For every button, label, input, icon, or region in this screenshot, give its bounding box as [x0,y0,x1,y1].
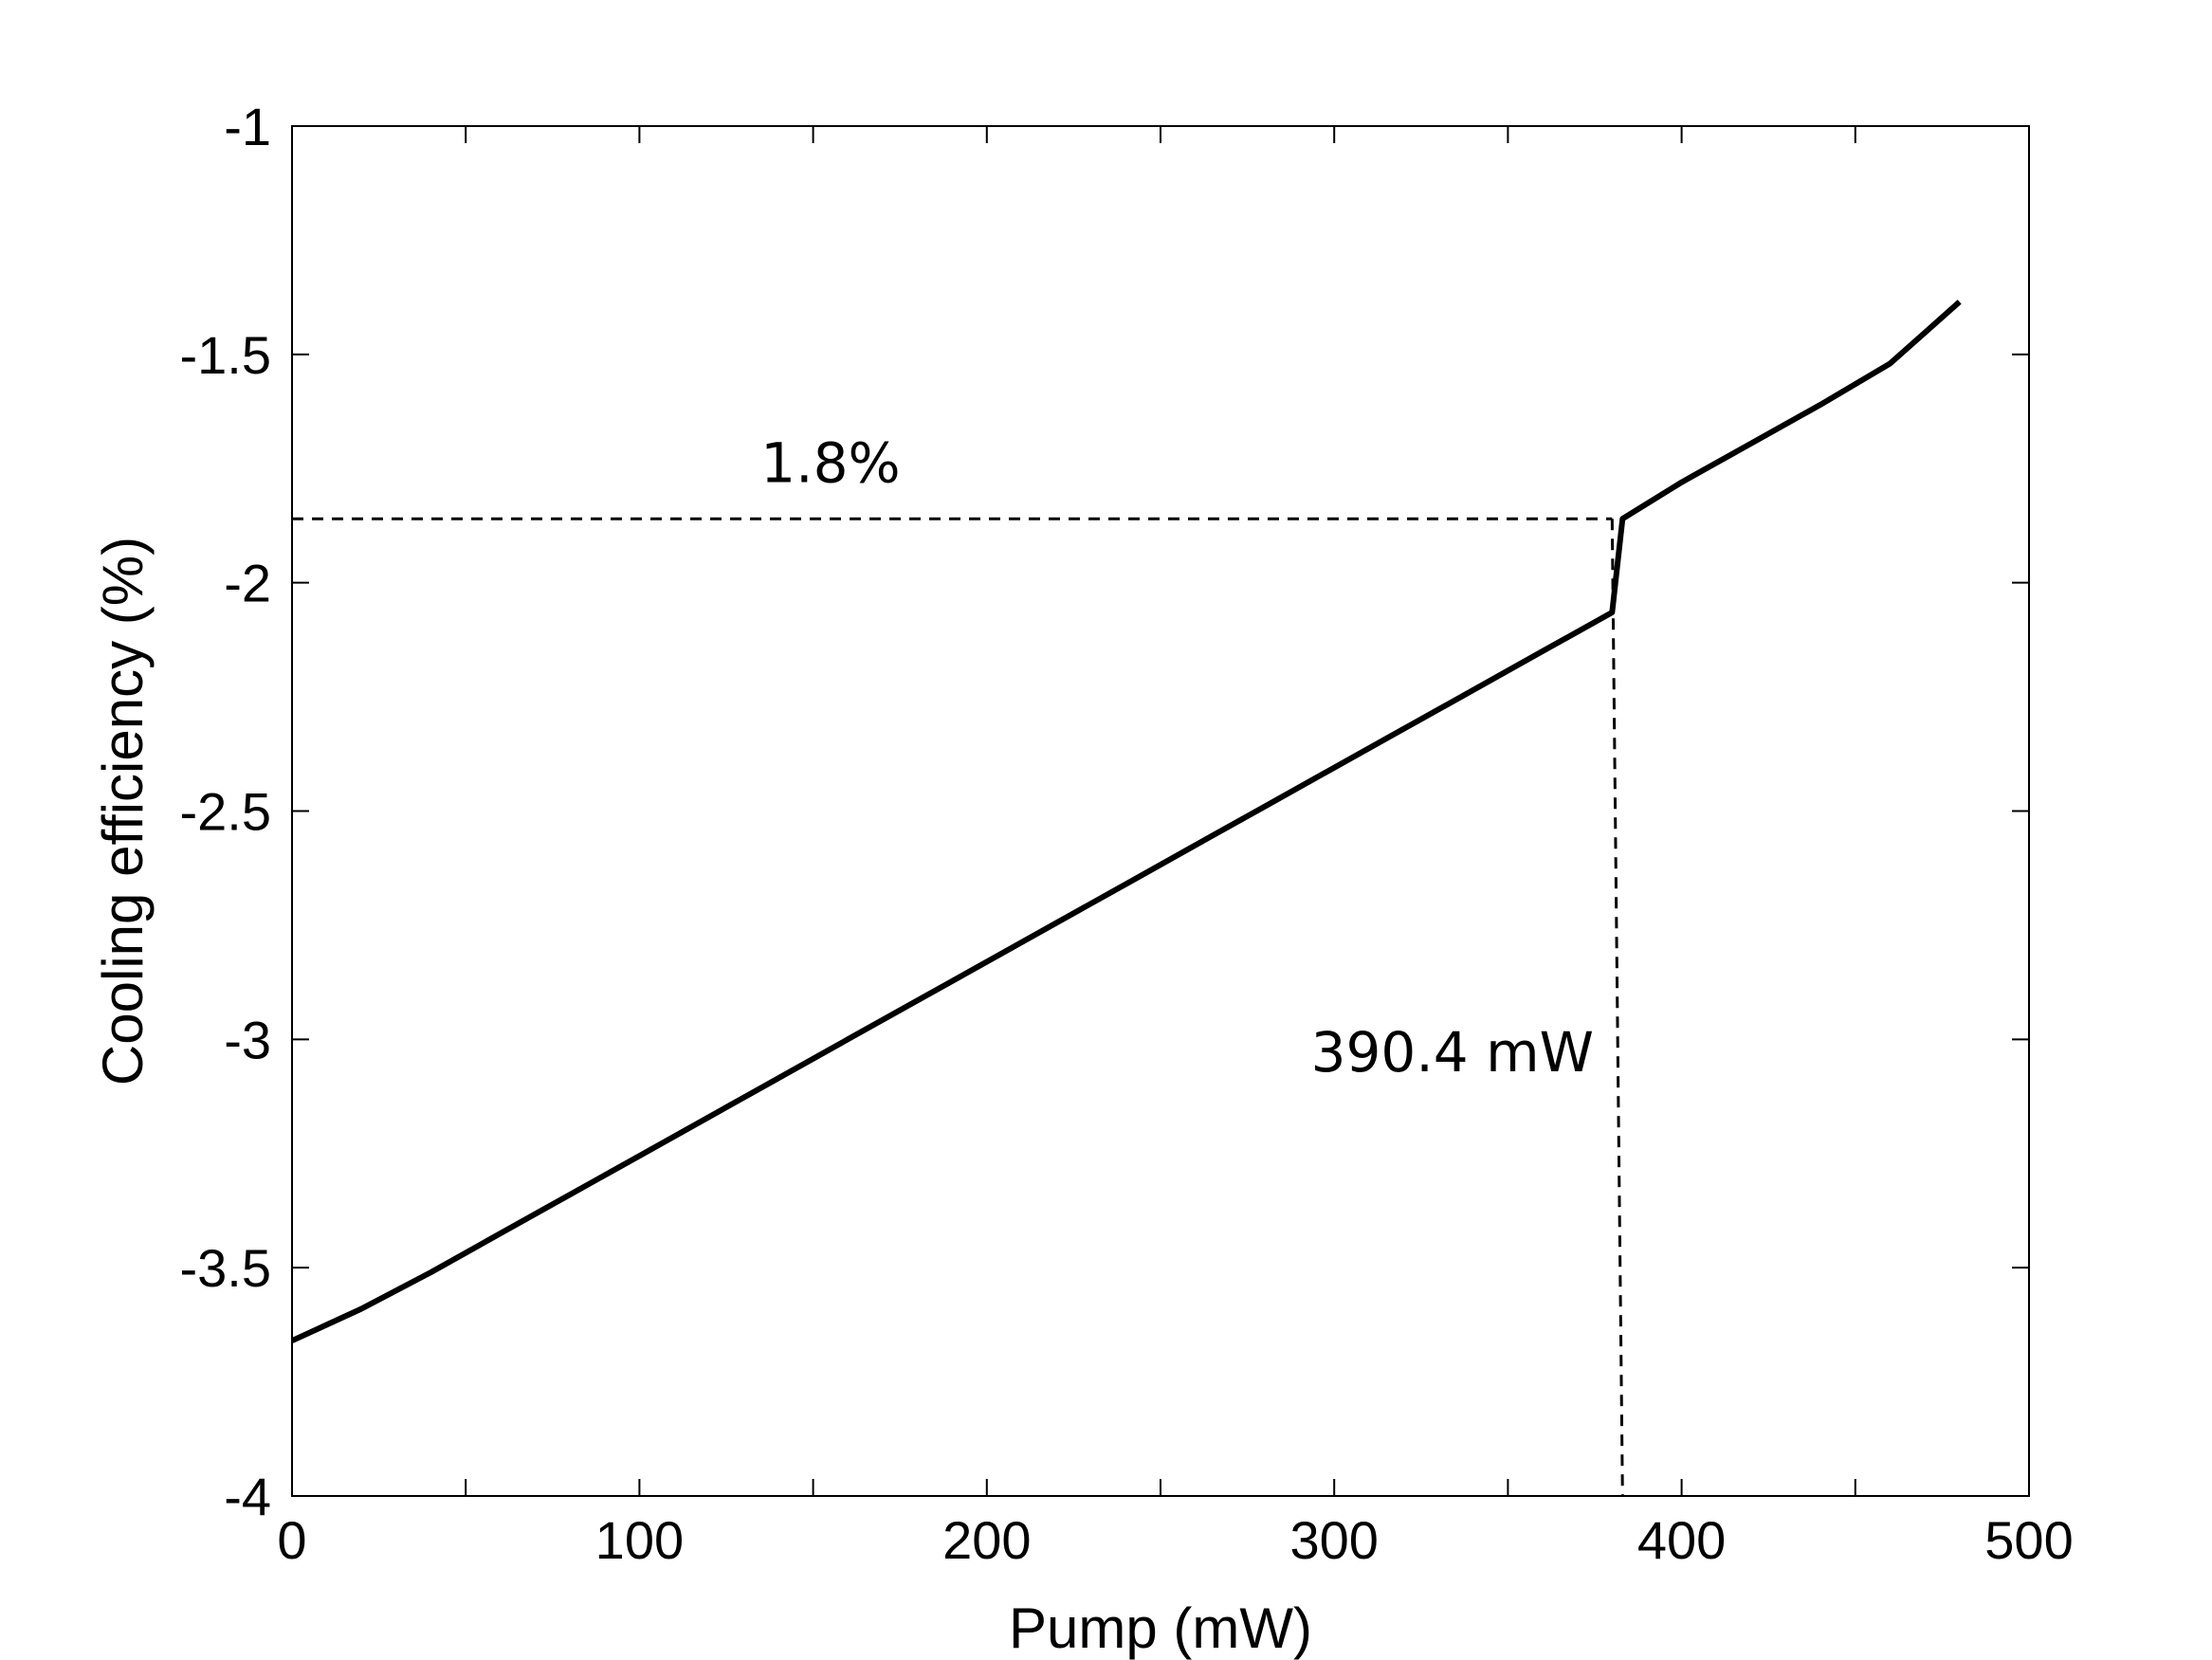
annotations: 1.8% 390.4 mW [760,431,1594,1085]
y-tick-label: -1 [224,97,271,156]
x-tick-label: 200 [942,1510,1031,1570]
x-axis-label: Pump (mW) [1009,1596,1312,1660]
x-tick-label: 0 [277,1510,306,1570]
reference-line [1612,519,1622,1496]
y-tick-label: -4 [224,1467,271,1526]
y-axis-label: Cooling efficiency (%) [91,537,155,1085]
reference-lines [292,519,1622,1496]
series-line [292,301,1960,1341]
y-tick-label: -3 [224,1010,271,1069]
y-tick-label: -2 [224,554,271,613]
x-tick-label: 400 [1637,1510,1726,1570]
x-tick-label: 500 [1984,1510,2073,1570]
x-tick-label: 300 [1289,1510,1378,1570]
y-tick-label: -2.5 [180,782,272,842]
tick-labels: 0 100 200 300 400 500 -4 -3.5 -3 -2.5 -2 -1.5 -1 [180,97,2074,1570]
data-series [292,301,1960,1341]
x-tick-label: 100 [595,1510,684,1570]
y-tick-label: -3.5 [180,1238,272,1298]
annotation: 390.4 mW [1311,1020,1594,1085]
annotation: 1.8% [760,431,900,496]
tick-marks [292,126,2029,1496]
plot-frame [292,126,2029,1496]
y-tick-label: -1.5 [180,325,272,385]
